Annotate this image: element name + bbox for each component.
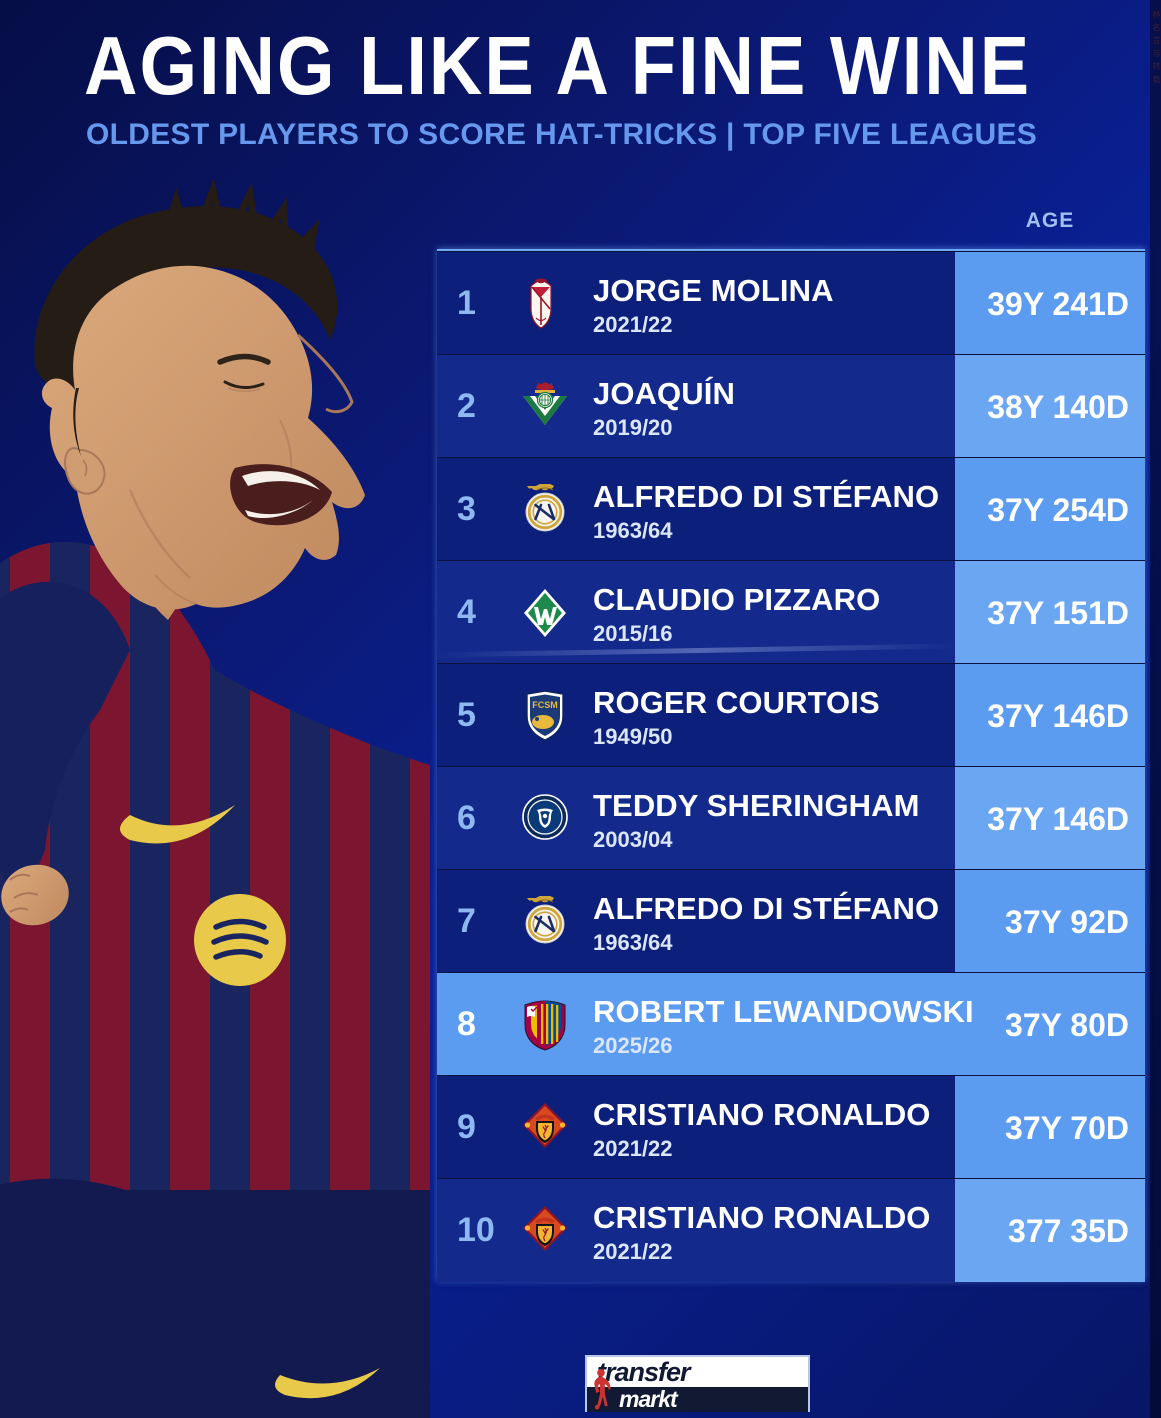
svg-text:FCSM: FCSM — [532, 700, 558, 710]
